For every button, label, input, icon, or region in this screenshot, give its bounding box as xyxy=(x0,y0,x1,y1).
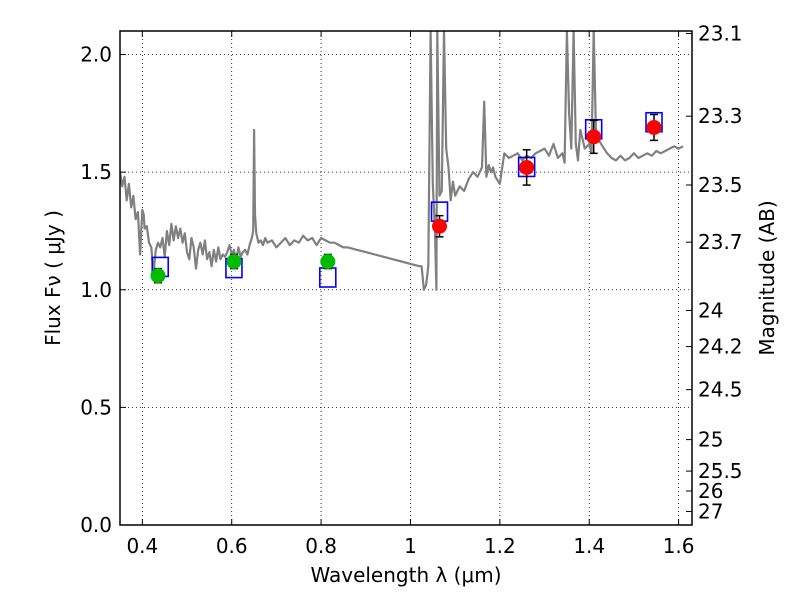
x-tick-label: 1 xyxy=(404,534,417,558)
y2-tick-label: 25.5 xyxy=(698,459,743,483)
x-tick-label: 0.6 xyxy=(216,534,248,558)
y2-tick-label: 24.2 xyxy=(698,335,743,359)
nir-point xyxy=(432,218,448,234)
spectrum-line xyxy=(120,31,684,291)
nir-point xyxy=(586,129,602,145)
y2-axis-label: Magnitude (AB) xyxy=(755,200,779,355)
y2-tick-label: 24.5 xyxy=(698,378,743,402)
y-tick-label: 1.0 xyxy=(80,278,112,302)
x-axis-label: Wavelength λ (μm) xyxy=(310,563,501,587)
x-tick-label: 1.4 xyxy=(573,534,605,558)
nir-point xyxy=(646,119,662,135)
y-tick-label: 0.0 xyxy=(80,513,112,537)
nir-point xyxy=(519,159,535,175)
y2-tick-label: 26 xyxy=(698,479,723,503)
y-tick-label: 1.5 xyxy=(80,160,112,184)
optical-point xyxy=(320,254,336,270)
y2-tick-label: 24 xyxy=(698,298,723,322)
optical-point xyxy=(226,254,242,270)
y2-tick-label: 23.1 xyxy=(698,22,743,46)
x-tick-label: 0.4 xyxy=(126,534,158,558)
plot-frame xyxy=(119,30,693,526)
y-tick-label: 2.0 xyxy=(80,43,112,67)
x-tick-label: 1.2 xyxy=(484,534,516,558)
axis-ticks: 0.4 0.6 0.8 1 1.2 1.4 1.6 0.0 0.5 1.0 1.5 2.0 23.1 23… xyxy=(80,22,742,558)
x-tick-label: 1.6 xyxy=(663,534,695,558)
y2-tick-label: 23.5 xyxy=(698,173,743,197)
y2-tick-label: 27 xyxy=(698,499,723,523)
optical-point xyxy=(150,268,166,284)
template-spectrum xyxy=(120,31,684,291)
y-axis-label: Flux Fν ( μJy ) xyxy=(41,210,65,346)
model-square xyxy=(318,267,337,288)
data-markers xyxy=(150,111,663,288)
grid xyxy=(120,31,692,526)
x-tick-label: 0.8 xyxy=(305,534,337,558)
y2-tick-label: 25 xyxy=(698,428,723,452)
y2-tick-label: 23.7 xyxy=(698,230,743,254)
y-tick-label: 0.5 xyxy=(80,395,112,419)
y2-tick-label: 23.3 xyxy=(698,104,743,128)
